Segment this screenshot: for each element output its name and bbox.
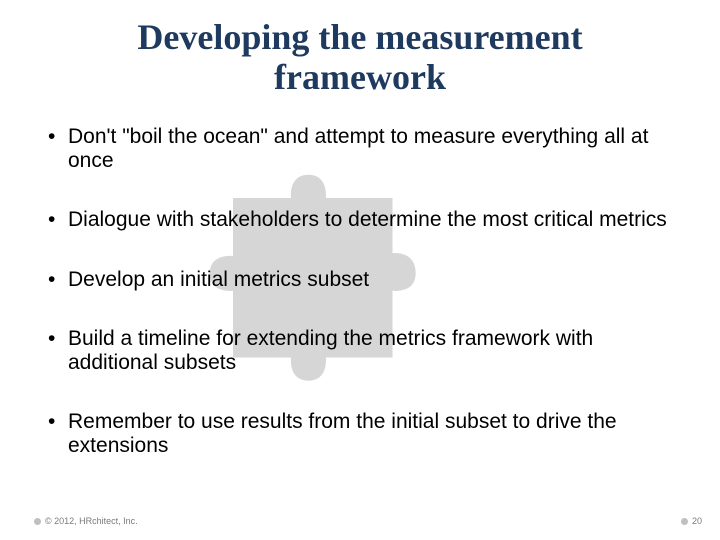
bullet-item: Remember to use results from the initial… bbox=[42, 410, 678, 457]
bullet-item: Develop an initial metrics subset bbox=[42, 268, 678, 292]
bullet-item: Build a timeline for extending the metri… bbox=[42, 327, 678, 374]
slide: Developing the measurement framework Don… bbox=[0, 0, 720, 540]
copyright-text: © 2012, HRchitect, Inc. bbox=[45, 516, 138, 526]
footer-dot-icon bbox=[681, 518, 688, 525]
footer-right: 20 bbox=[681, 516, 702, 526]
slide-title: Developing the measurement framework bbox=[80, 18, 640, 97]
bullet-item: Dialogue with stakeholders to determine … bbox=[42, 208, 678, 232]
bullet-item: Don't "boil the ocean" and attempt to me… bbox=[42, 125, 678, 172]
slide-footer: © 2012, HRchitect, Inc. 20 bbox=[0, 512, 720, 530]
bullet-list: Don't "boil the ocean" and attempt to me… bbox=[34, 125, 686, 457]
footer-left: © 2012, HRchitect, Inc. bbox=[34, 516, 138, 526]
page-number: 20 bbox=[692, 516, 702, 526]
footer-dot-icon bbox=[34, 518, 41, 525]
